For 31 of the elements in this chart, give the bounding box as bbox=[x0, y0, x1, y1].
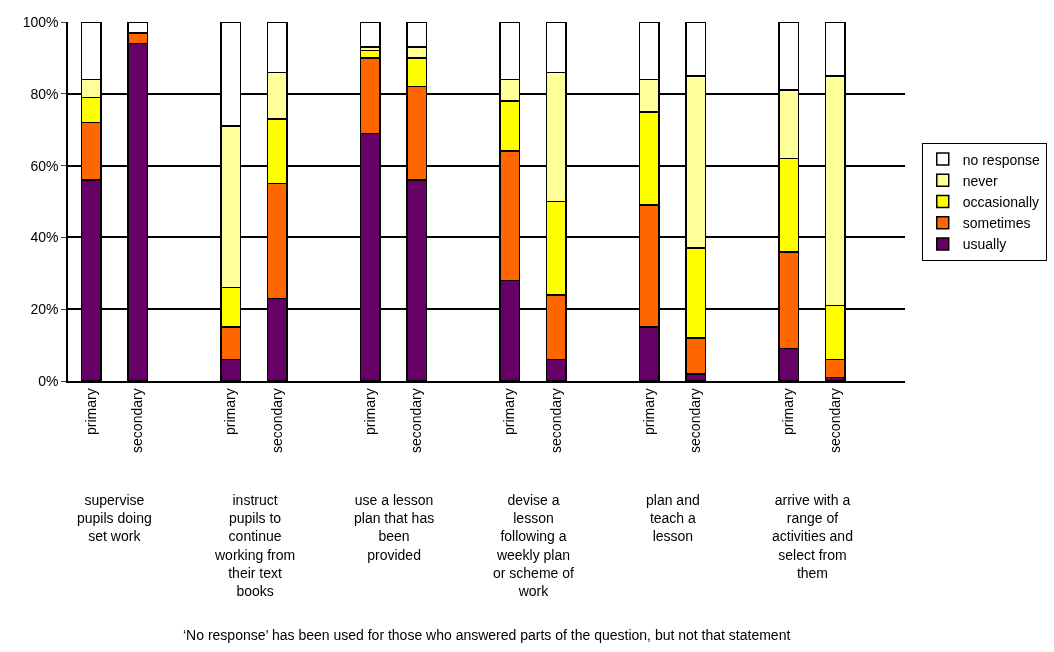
x-tick-label: secondary bbox=[268, 388, 285, 453]
legend-label: never bbox=[962, 172, 999, 189]
legend-label: sometimes bbox=[962, 215, 1031, 232]
text: plan and teach a lesson bbox=[646, 492, 700, 545]
text: use a lesson plan that has been provided bbox=[354, 492, 435, 563]
x-tick-label: primary bbox=[640, 388, 657, 436]
text: arrive with a range of activities and select from them bbox=[772, 492, 853, 581]
text: ‘No response’ has been used for those who answered parts of the question, but not that statement bbox=[183, 627, 791, 643]
x-tick-label: secondary bbox=[826, 388, 843, 453]
x-tick-label: secondary bbox=[547, 388, 564, 453]
x-tick-label: primary bbox=[780, 388, 797, 436]
legend-label: no response bbox=[962, 151, 1041, 168]
x-tick-label: secondary bbox=[129, 388, 146, 453]
x-tick-label: primary bbox=[222, 388, 239, 436]
y-tick-label: 80% bbox=[30, 85, 59, 102]
bar bbox=[359, 22, 381, 48]
y-tick-label: 60% bbox=[30, 157, 59, 174]
text: devise a lesson following a weekly plan or scheme of work bbox=[493, 492, 575, 599]
x-tick-label: secondary bbox=[687, 388, 704, 453]
text: instruct pupils to continue working from their text books bbox=[214, 492, 296, 599]
y-tick-label: 20% bbox=[30, 301, 59, 318]
legend-label: occasionally bbox=[962, 193, 1040, 210]
x-tick-label: primary bbox=[82, 388, 99, 436]
y-tick-label: 100% bbox=[22, 13, 59, 30]
text: supervise pupils doing set work bbox=[77, 492, 152, 545]
legend-label: usually bbox=[962, 236, 1007, 253]
x-tick-label: secondary bbox=[408, 388, 425, 453]
x-tick-label: primary bbox=[501, 388, 518, 436]
y-tick-label: 0% bbox=[38, 372, 59, 389]
x-tick-label: primary bbox=[361, 388, 378, 436]
y-tick-label: 40% bbox=[30, 229, 59, 246]
